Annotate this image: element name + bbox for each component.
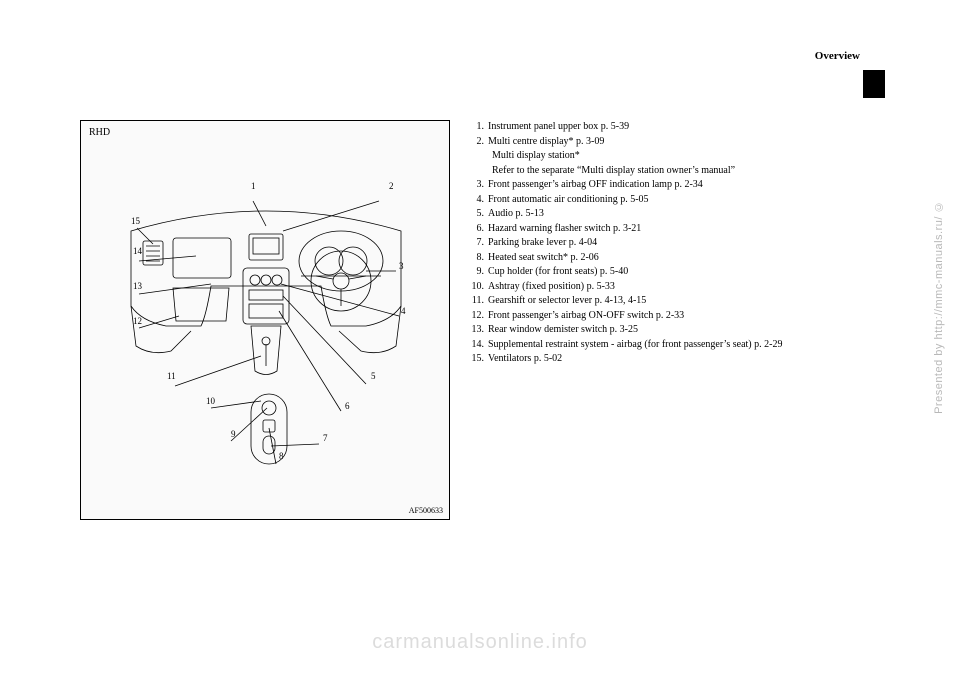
figure-id: AF500633 (409, 506, 443, 515)
legend-item: 8.Heated seat switch* p. 2-06 (470, 251, 860, 266)
legend-item-text: Heated seat switch* p. 2-06 (488, 251, 860, 266)
legend-item-text: Hazard warning flasher switch p. 3-21 (488, 222, 860, 237)
legend-item-text: Multi display station* (470, 149, 860, 164)
footer-watermark: carmanualsonline.info (0, 631, 960, 654)
legend-item-text: Rear window demister switch p. 3-25 (488, 323, 860, 338)
legend-item-text: Parking brake lever p. 4-04 (488, 236, 860, 251)
legend-item-text: Front passenger’s airbag OFF indication … (488, 178, 860, 193)
legend-item-number: 3. (470, 178, 488, 193)
callout-number: 15 (131, 216, 140, 226)
legend-item-number: 4. (470, 193, 488, 208)
callout-number: 6 (345, 401, 350, 411)
legend-item-number: 6. (470, 222, 488, 237)
content-row: RHD (80, 120, 860, 520)
callout-number: 3 (399, 261, 404, 271)
legend-item-number: 12. (470, 309, 488, 324)
legend-item-number: 2. (470, 135, 488, 150)
legend-item: 11.Gearshift or selector lever p. 4-13, … (470, 294, 860, 309)
legend-item-text: Front passenger’s airbag ON-OFF switch p… (488, 309, 860, 324)
callout-number: 4 (401, 306, 406, 316)
legend-item-text: Audio p. 5-13 (488, 207, 860, 222)
callout-number: 1 (251, 181, 256, 191)
legend-item-text: Multi centre display* p. 3-09 (488, 135, 860, 150)
legend-item: 4.Front automatic air conditioning p. 5-… (470, 193, 860, 208)
legend-item-text: Ventilators p. 5-02 (488, 352, 860, 367)
legend-item: 9.Cup holder (for front seats) p. 5-40 (470, 265, 860, 280)
legend-item: 13.Rear window demister switch p. 3-25 (470, 323, 860, 338)
legend-item-number: 14. (470, 338, 488, 353)
callout-number: 2 (389, 181, 394, 191)
legend-item-number: 10. (470, 280, 488, 295)
figure-variant-label: RHD (89, 127, 110, 138)
legend-item-number: 9. (470, 265, 488, 280)
figure-box: RHD (80, 120, 450, 520)
dashboard-diagram (111, 176, 421, 476)
legend-item: 6.Hazard warning flasher switch p. 3-21 (470, 222, 860, 237)
legend-item: 14.Supplemental restraint system - airba… (470, 338, 860, 353)
callout-number: 12 (133, 316, 142, 326)
legend-item-text: Refer to the separate “Multi display sta… (470, 164, 860, 179)
page-tab (863, 70, 885, 98)
callout-number: 14 (133, 246, 142, 256)
legend-list: 1.Instrument panel upper box p. 5-392.Mu… (450, 120, 860, 520)
callout-number: 8 (279, 451, 284, 461)
callout-number: 13 (133, 281, 142, 291)
legend-item-text: Gearshift or selector lever p. 4-13, 4-1… (488, 294, 860, 309)
legend-item-text: Front automatic air conditioning p. 5-05 (488, 193, 860, 208)
legend-item: 10.Ashtray (fixed position) p. 5-33 (470, 280, 860, 295)
legend-item-number: 8. (470, 251, 488, 266)
legend-item-number: 11. (470, 294, 488, 309)
legend-item: 7.Parking brake lever p. 4-04 (470, 236, 860, 251)
side-watermark: Presented by http://mmc-manuals.ru/ © (933, 200, 945, 414)
callout-number: 5 (371, 371, 376, 381)
legend-item-text: Supplemental restraint system - airbag (… (488, 338, 860, 353)
legend-item-number: 15. (470, 352, 488, 367)
legend-item: 12.Front passenger’s airbag ON-OFF switc… (470, 309, 860, 324)
callout-number: 11 (167, 371, 176, 381)
callout-number: 9 (231, 429, 236, 439)
legend-item-number: 1. (470, 120, 488, 135)
legend-item: 15.Ventilators p. 5-02 (470, 352, 860, 367)
legend-item-number: 13. (470, 323, 488, 338)
legend-item: 5.Audio p. 5-13 (470, 207, 860, 222)
legend-item: Refer to the separate “Multi display sta… (470, 164, 860, 179)
legend-item: 1.Instrument panel upper box p. 5-39 (470, 120, 860, 135)
legend-item-number: 7. (470, 236, 488, 251)
callout-number: 10 (206, 396, 215, 406)
page: Overview RHD (80, 50, 860, 620)
legend-item: 3.Front passenger’s airbag OFF indicatio… (470, 178, 860, 193)
legend-item-text: Cup holder (for front seats) p. 5-40 (488, 265, 860, 280)
legend-item: Multi display station* (470, 149, 860, 164)
legend-item: 2.Multi centre display* p. 3-09 (470, 135, 860, 150)
legend-item-text: Ashtray (fixed position) p. 5-33 (488, 280, 860, 295)
callout-number: 7 (323, 433, 328, 443)
section-header: Overview (815, 50, 860, 62)
legend-item-number: 5. (470, 207, 488, 222)
legend-item-text: Instrument panel upper box p. 5-39 (488, 120, 860, 135)
